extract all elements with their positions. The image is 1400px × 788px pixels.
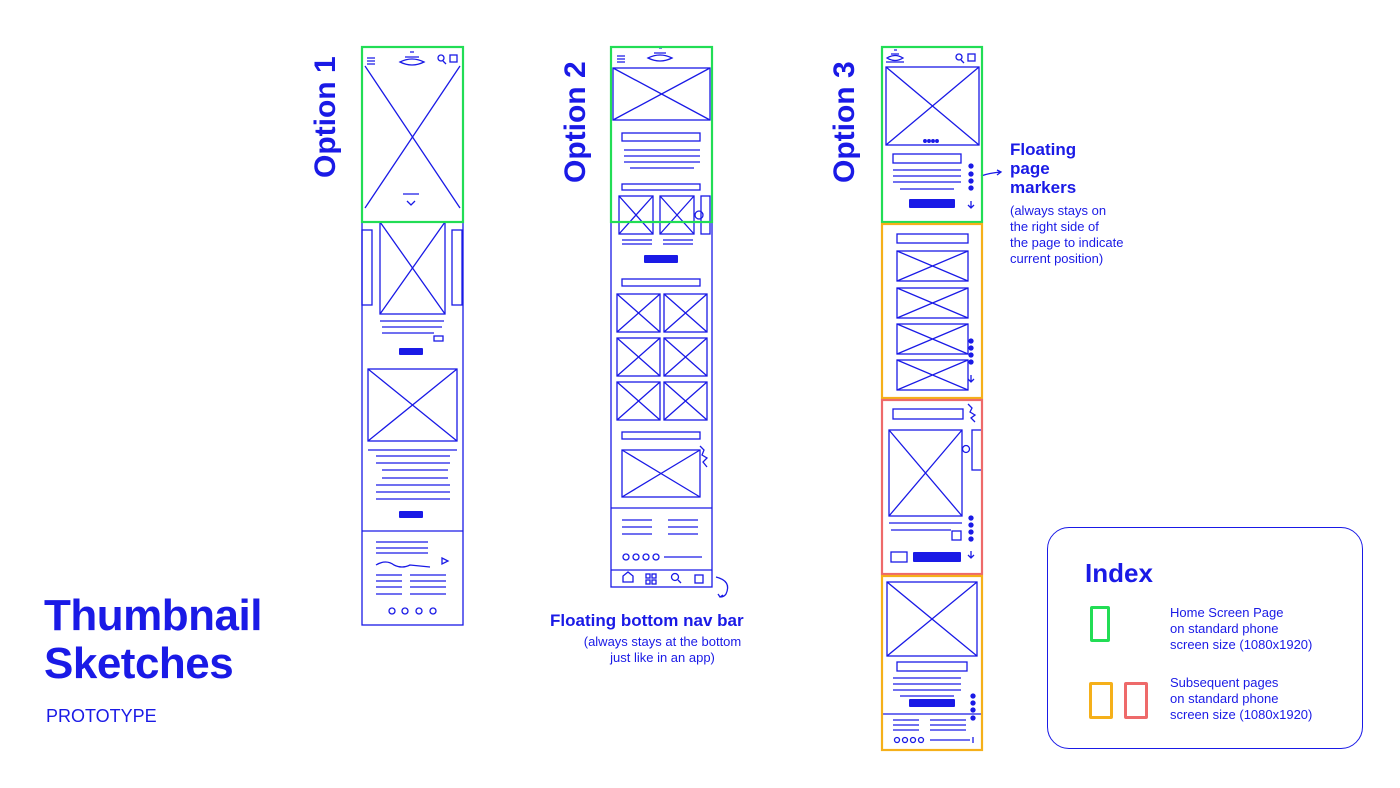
subsequent-legend-line2: on standard phone: [1170, 691, 1279, 706]
page-markers-note-line3: the page to indicate: [1010, 235, 1124, 250]
home-legend-line1: Home Screen Page: [1170, 605, 1284, 620]
page-markers-note-line2: the right side of: [1010, 219, 1099, 234]
title-line-2: Sketches: [44, 639, 234, 688]
home-frame-swatch: [1090, 606, 1110, 642]
page-title: Thumbnail Sketches: [44, 592, 262, 688]
page-markers-note-line1: (always stays on: [1010, 203, 1107, 218]
nav-bar-note-line2: just like in an app): [610, 650, 715, 665]
option-2-wireframe: [610, 46, 729, 598]
nav-bar-note-line1: (always stays at the bottom: [583, 634, 742, 649]
page-markers-title: Floating page markers: [1010, 140, 1076, 197]
subsequent-orange-swatch: [1089, 682, 1113, 719]
subsequent-legend-text: Subsequent pages on standard phone scree…: [1170, 675, 1312, 723]
subsequent-red-swatch: [1124, 682, 1148, 719]
subsequent-legend-line3: screen size (1080x1920): [1170, 707, 1313, 722]
nav-bar-title: Floating bottom nav bar: [550, 611, 744, 630]
page-markers-note: (always stays on the right side of the p…: [1010, 203, 1123, 267]
option-3-wireframe: [881, 46, 1003, 751]
subsequent-legend-line1: Subsequent pages: [1170, 675, 1279, 690]
page-subtitle: PROTOTYPE: [46, 706, 157, 726]
index-legend: [1047, 527, 1363, 749]
home-legend-text: Home Screen Page on standard phone scree…: [1170, 605, 1312, 653]
index-title: Index: [1085, 558, 1153, 588]
home-legend-line3: screen size (1080x1920): [1170, 637, 1313, 652]
page-markers-title-line3: markers: [1010, 178, 1077, 197]
page-markers-note-line4: current position): [1010, 251, 1104, 266]
option-1-wireframe: [361, 46, 464, 626]
home-legend-line2: on standard phone: [1170, 621, 1279, 636]
title-line-1: Thumbnail: [44, 591, 262, 640]
page-markers-title-line1: Floating: [1010, 140, 1077, 159]
nav-bar-note: (always stays at the bottom just like in…: [550, 634, 775, 666]
page-markers-title-line2: page: [1010, 159, 1050, 178]
